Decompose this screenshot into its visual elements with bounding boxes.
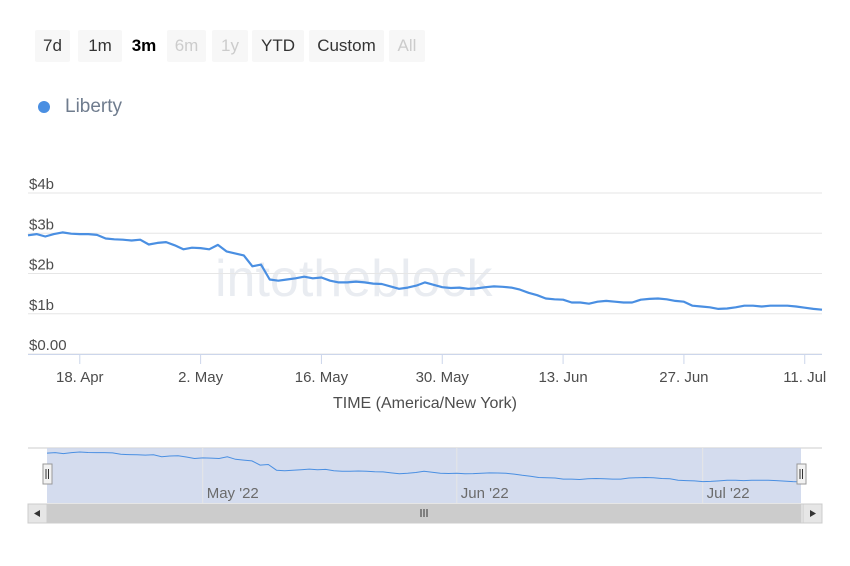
y-tick-label: $3b — [29, 216, 54, 233]
navigator-handle-right[interactable] — [796, 463, 807, 485]
range-button-3m[interactable]: 3m — [125, 30, 163, 62]
x-tick-label: 16. May — [295, 369, 349, 386]
x-tick-label: 2. May — [178, 369, 224, 386]
x-tick-label: 18. Apr — [56, 369, 104, 386]
navigator-label: Jul '22 — [707, 485, 750, 502]
x-tick-label: 13. Jun — [538, 369, 587, 386]
range-button-7d[interactable]: 7d — [35, 30, 70, 62]
navigator-series-line — [46, 451, 802, 483]
navigator-selected-range — [47, 448, 801, 503]
range-button-custom[interactable]: Custom — [309, 30, 384, 62]
range-button-6m: 6m — [167, 30, 206, 62]
navigator-label: Jun '22 — [461, 485, 509, 502]
range-button-1m[interactable]: 1m — [78, 30, 122, 62]
y-tick-label: $0.00 — [29, 337, 67, 354]
navigator-handle-left[interactable] — [42, 463, 53, 485]
arrow-right-icon — [810, 510, 816, 517]
y-tick-label: $4b — [29, 176, 54, 193]
y-tick-label: $2b — [29, 257, 54, 274]
x-tick-label: 11. Jul — [783, 369, 826, 386]
y-tick-label: $1b — [29, 297, 54, 314]
range-button-1y: 1y — [212, 30, 248, 62]
legend-label: Liberty — [65, 96, 123, 117]
series-line-liquidity — [27, 231, 823, 311]
x-axis-title: TIME (America/New York) — [333, 395, 517, 412]
x-tick-label: 30. May — [416, 369, 470, 386]
legend-item-liquidity[interactable]: Liberty — [38, 93, 122, 121]
range-button-all: All — [389, 30, 425, 62]
arrow-left-icon — [34, 510, 40, 517]
x-tick-label: 27. Jun — [659, 369, 708, 386]
legend-marker-icon — [38, 101, 50, 113]
watermark-logo: intotheblock — [215, 250, 494, 308]
range-button-ytd[interactable]: YTD — [252, 30, 304, 62]
navigator-label: May '22 — [207, 485, 259, 502]
